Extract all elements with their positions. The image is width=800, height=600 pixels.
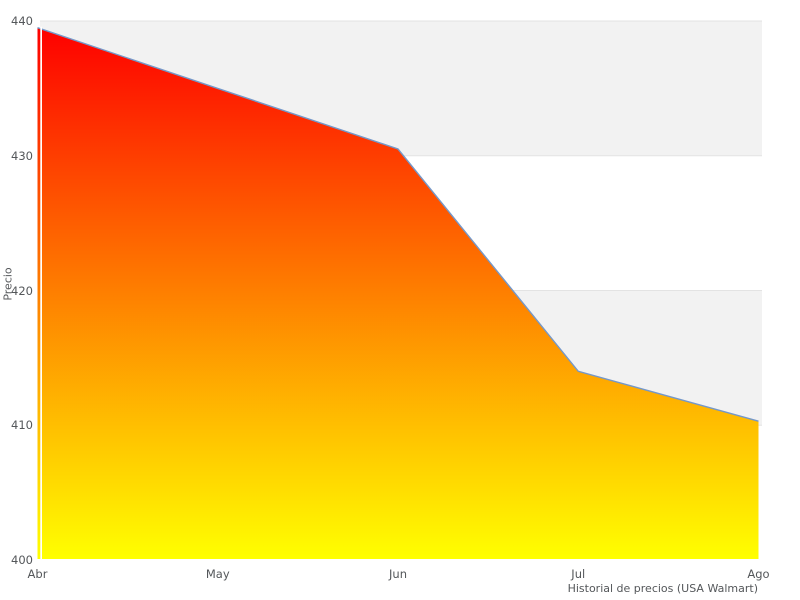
y-axis-tick-label: 420 xyxy=(11,283,33,298)
left-spine-white xyxy=(40,26,42,560)
y-axis-tick-label: 440 xyxy=(11,14,33,28)
y-axis-tick-label: 410 xyxy=(11,418,33,433)
y-axis-tick-label: 430 xyxy=(11,148,33,163)
x-axis-tick-label: Jul xyxy=(571,567,586,581)
x-axis-tick-label: Abr xyxy=(27,567,48,581)
chart-caption: Historial de precios (USA Walmart) xyxy=(567,582,758,595)
price-line xyxy=(37,27,759,422)
x-axis-tick-label: Ago xyxy=(747,567,770,581)
gridline xyxy=(40,20,762,22)
y-axis-title: Precio xyxy=(1,267,15,301)
y-axis-tick-label: 400 xyxy=(11,553,33,567)
x-axis-tick-label: May xyxy=(205,567,230,581)
x-axis-tick-label: Jun xyxy=(389,567,407,581)
price-area xyxy=(37,27,759,559)
